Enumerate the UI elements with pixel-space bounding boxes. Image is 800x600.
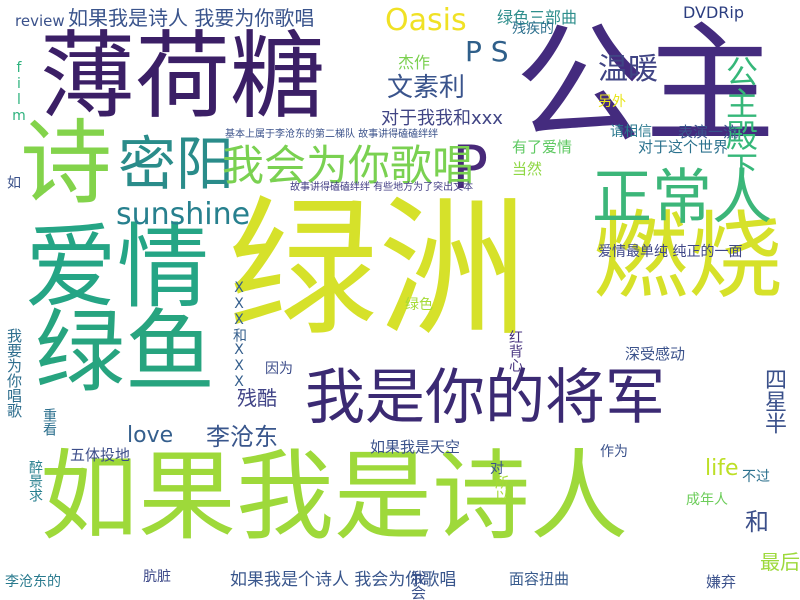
word: 残酷 — [237, 386, 277, 410]
word: 另外 — [598, 94, 626, 110]
word: 如果我是诗人 — [40, 440, 629, 554]
word: 基本上属于李沧东的第二梯队 故事讲得磕磕绊绊 — [225, 129, 439, 140]
word: P S — [465, 35, 509, 68]
word: 密阳 — [118, 130, 235, 198]
word: 肮脏 — [143, 569, 171, 585]
word: 对于这个世界 — [638, 138, 729, 156]
word: 薄荷糖 — [40, 22, 326, 132]
word: 爱情 — [25, 214, 210, 321]
word: 残疾的 — [512, 21, 554, 37]
word: 因为 — [265, 361, 293, 377]
word: 温暖 — [598, 52, 658, 87]
word: 当然 — [512, 160, 543, 178]
word: film — [11, 60, 27, 124]
word: sunshine — [116, 197, 251, 232]
word: 作为 — [600, 444, 628, 460]
word: 嫌弃 — [706, 573, 737, 591]
word: 绿洲 — [228, 183, 529, 357]
word: 诗 — [20, 110, 113, 217]
word: 深受感动 — [625, 345, 686, 363]
word: 四星半 — [761, 368, 786, 434]
word: 如 — [5, 175, 21, 189]
word: 表演一流 — [678, 123, 739, 141]
word: 对于我我和xxx — [381, 108, 503, 129]
word: review — [15, 12, 65, 30]
word: 绿色三部曲 — [497, 8, 578, 27]
word: 我会为你歌唱 — [222, 141, 475, 190]
word: Oasis — [385, 3, 467, 38]
word: 如果我是诗人 我要为你歌唱 — [68, 6, 315, 30]
word: life — [705, 456, 739, 481]
word: 我要为你唱歌 — [5, 328, 23, 418]
word: 所以 — [493, 475, 509, 503]
word: love — [127, 423, 174, 448]
word: 正常人 — [592, 163, 772, 233]
word: 对 — [490, 461, 504, 477]
word: 公主殿下 — [721, 55, 759, 183]
word: 醉景求 — [27, 460, 43, 502]
word: 故事讲得磕磕绊绊 有些地方为了突出文本 — [290, 182, 474, 193]
word: P — [452, 133, 489, 203]
word: 和 — [745, 508, 769, 536]
word: 红背心 — [507, 330, 523, 372]
word: XXX和XXX — [231, 280, 247, 390]
word: DVDRip — [683, 3, 745, 22]
word: 五体投地 — [70, 446, 131, 464]
word: 有了爱情 — [512, 138, 573, 156]
word: 不过 — [742, 469, 770, 485]
word: 公主 — [515, 9, 776, 161]
word: 如果我是个诗人 我会为你歌唱 — [230, 570, 457, 590]
word: 文素利 — [387, 73, 466, 103]
word: 成年人 — [686, 492, 728, 508]
word: 我是你的将军 — [305, 363, 665, 433]
word: 最后 — [760, 550, 800, 574]
word: 如果我是天空 — [370, 438, 461, 456]
word: 杰作 — [398, 53, 431, 72]
word: 面容扭曲 — [509, 570, 570, 588]
word: 李沧东 — [206, 423, 278, 451]
word: 李沧东的 — [5, 574, 61, 590]
word: 我会为你歌唱 — [409, 570, 427, 600]
word: 绿色 — [405, 297, 433, 313]
word: 重看 — [41, 408, 57, 436]
word: 燃烧 — [593, 202, 784, 312]
word: 请相信 — [610, 124, 652, 140]
word: 爱情最单纯 纯正的一面 — [598, 244, 743, 260]
word: 绿鱼 — [35, 300, 215, 405]
